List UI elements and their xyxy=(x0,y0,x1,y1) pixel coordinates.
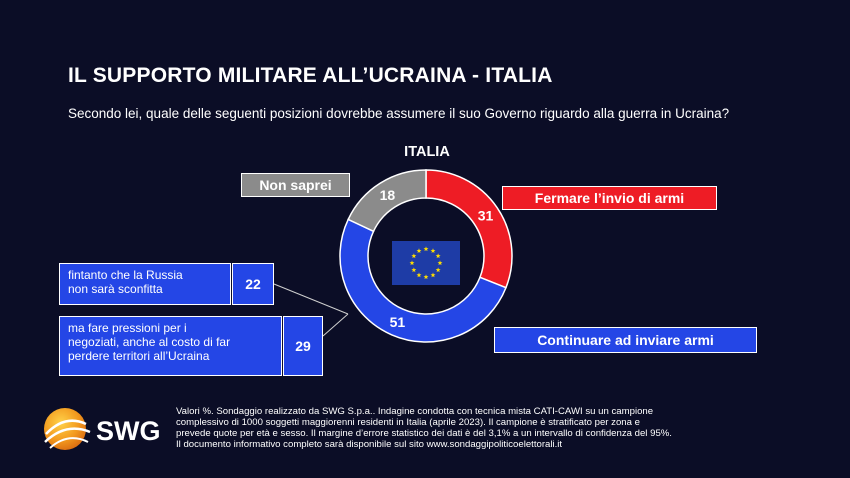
legend-non-saprei: Non saprei xyxy=(241,173,350,197)
breakdown-value-2: 29 xyxy=(283,316,323,376)
eu-star xyxy=(411,253,417,259)
swg-logo-text: SWG xyxy=(96,416,161,446)
eu-star xyxy=(430,272,436,278)
legend-fermare: Fermare l’invio di armi xyxy=(502,186,717,210)
eu-star xyxy=(430,248,436,253)
eu-star xyxy=(423,274,429,280)
slice-fermare-value-label: 31 xyxy=(478,208,494,224)
eu-star xyxy=(409,260,415,266)
breakdown-label-1: fintanto che la Russia non sarà sconfitt… xyxy=(59,263,231,305)
eu-star xyxy=(435,267,441,273)
methodology-note: Valori %. Sondaggio realizzato da SWG S.… xyxy=(176,406,672,450)
connector-line-2 xyxy=(322,313,349,337)
slice-continuare-value-label: 51 xyxy=(390,314,406,330)
eu-star xyxy=(437,260,443,266)
eu-star xyxy=(435,253,441,259)
slice-continuare xyxy=(339,218,507,343)
chart-title: ITALIA xyxy=(404,144,450,160)
breakdown-label-2: ma fare pressioni per i negoziati, anche… xyxy=(59,316,282,376)
slice-non-saprei-value-label: 18 xyxy=(380,187,396,203)
eu-flag-icon xyxy=(392,241,460,285)
eu-star xyxy=(416,272,422,278)
swg-globe-icon xyxy=(44,408,91,450)
eu-star xyxy=(416,248,422,253)
legend-continuare: Continuare ad inviare armi xyxy=(494,327,757,353)
question-subtitle: Secondo lei, quale delle seguenti posizi… xyxy=(68,106,730,121)
connector-line-1 xyxy=(273,283,349,315)
breakdown-value-1: 22 xyxy=(232,263,274,305)
slice-non-saprei xyxy=(347,169,427,233)
page-title: IL SUPPORTO MILITARE ALL’UCRAINA - ITALI… xyxy=(68,64,553,87)
eu-star xyxy=(411,267,417,273)
eu-star xyxy=(423,246,429,252)
